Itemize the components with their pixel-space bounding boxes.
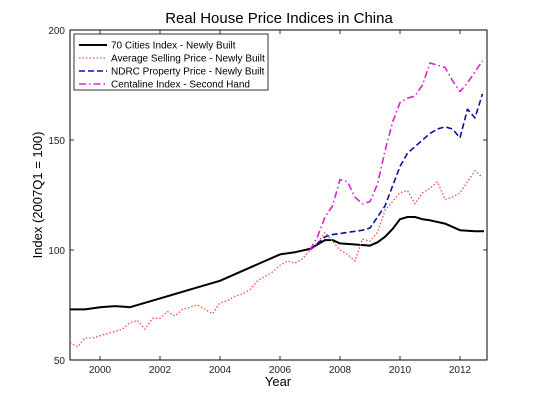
tick-layer: 2000 2002 2004 2006 2008 2010 2012 50 100 150 200 [48,26,487,376]
y-tick-label: 150 [48,136,65,147]
legend-label-3: NDRC Property Price - Newly Built [111,67,265,78]
series-layer [69,60,484,348]
x-tick-label: 2006 [269,365,292,376]
legend-label-2: Average Selling Price - Newly Built [111,54,265,65]
series-line-1 [70,216,484,311]
legend-label-1: 70 Cities Index - Newly Built [111,41,236,52]
x-tick-label: 2010 [389,365,412,376]
x-tick-label: 2008 [329,365,352,376]
legend-box [73,33,269,91]
legend-entries: 70 Cities Index - Newly Built Average Sel… [79,41,265,91]
x-tick-label: 2004 [209,365,232,376]
x-tick-label: 2000 [89,365,112,376]
y-tick-label: 50 [54,356,66,367]
legend: 70 Cities Index - Newly Built Average Sel… [73,33,269,91]
x-tick-label: 2002 [149,365,172,376]
y-axis-label: Index (2007Q1 = 100) [30,132,45,259]
x-axis-label: Year [265,374,292,389]
y-tick-label: 100 [48,246,65,257]
series-line-4 [309,60,484,251]
legend-label-4: Centaline Index - Second Hand [111,80,250,91]
x-tick-label: 2012 [449,365,472,376]
y-tick-label: 200 [48,26,65,37]
chart-title: Real House Price Indices in China [165,10,393,27]
